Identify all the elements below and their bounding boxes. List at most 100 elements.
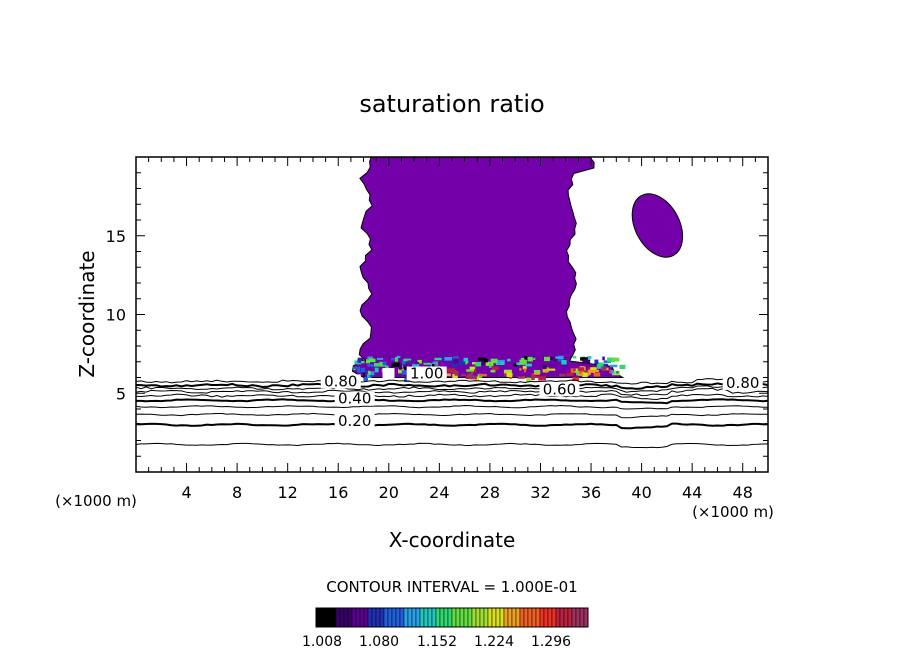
saturation-cell: [391, 365, 394, 369]
colorbar-swatch: [379, 607, 385, 628]
colorbar-swatch: [439, 607, 445, 628]
saturation-cell: [367, 364, 375, 367]
x-tick-label: 20: [379, 483, 399, 502]
colorbar-swatch: [523, 607, 529, 628]
saturation-cell: [474, 369, 477, 373]
contour-line: [135, 381, 769, 390]
y-tick-label: 10: [106, 306, 126, 325]
saturation-cell: [582, 359, 591, 365]
saturation-cell: [517, 376, 524, 379]
saturation-cell: [538, 376, 546, 381]
saturation-cell: [474, 376, 480, 381]
saturation-cell: [612, 370, 620, 376]
saturation-cell: [523, 376, 526, 379]
saturation-cell: [455, 358, 458, 364]
colorbar-swatch: [347, 607, 353, 628]
contour-line: [135, 387, 769, 397]
colorbar-tick-label: 1.296: [531, 634, 571, 650]
saturation-cell: [504, 373, 508, 376]
saturation-cell: [363, 377, 368, 381]
saturation-cell: [594, 359, 599, 365]
saturation-cell: [452, 373, 458, 379]
x-tick-label: 12: [278, 483, 298, 502]
colorbar-swatch: [431, 607, 437, 628]
saturation-cell: [452, 364, 457, 368]
x-tick-label: 24: [429, 483, 449, 502]
colorbar-swatch: [499, 607, 505, 628]
saturation-cell: [363, 370, 368, 373]
saturation-cell: [572, 377, 579, 381]
saturation-cell: [590, 367, 597, 371]
saturation-cell: [507, 358, 511, 362]
saturation-cell: [611, 357, 620, 362]
colorbar-tick-labels: 1.008 1.080 1.152 1.224 1.296: [302, 634, 571, 650]
colorbar-swatch: [419, 607, 425, 628]
saturation-cell: [398, 368, 404, 374]
colorbar-swatch: [455, 607, 461, 628]
colorbar-swatch: [383, 607, 389, 628]
colorbar-swatch: [327, 607, 333, 628]
saturation-cell: [367, 356, 373, 359]
colorbar-swatch: [503, 607, 509, 628]
saturation-cell: [393, 362, 401, 367]
x-axis-ticks: 4 8 12 16 20 24 28 32 36 40 44 48: [148, 157, 756, 502]
x-unit-left: (×1000 m): [55, 492, 137, 510]
saturation-cell: [543, 356, 550, 362]
saturation-cell: [588, 370, 591, 375]
contour-label-bg: [539, 382, 580, 397]
saturation-cell: [524, 356, 529, 360]
saturation-cell: [619, 364, 626, 369]
colorbar-swatch: [471, 607, 477, 628]
saturation-cell: [367, 370, 371, 375]
saturation-cell: [534, 372, 540, 375]
saturation-cell: [444, 357, 453, 361]
saturation-cell: [593, 372, 601, 377]
x-tick-label: 48: [733, 483, 753, 502]
colorbar-swatch: [359, 607, 365, 628]
colorbar-swatch: [491, 607, 497, 628]
colorbar-swatch: [407, 607, 413, 628]
saturation-cell: [469, 375, 477, 380]
saturation-cell: [559, 373, 566, 377]
saturation-cell: [576, 370, 580, 376]
colorbar-swatch: [531, 607, 537, 628]
saturation-cell: [434, 357, 442, 361]
colorbar-swatch: [551, 607, 557, 628]
colorbar-swatch: [575, 607, 581, 628]
contour-interval-text: CONTOUR INTERVAL = 1.000E-01: [326, 578, 577, 596]
colorbar-swatch: [459, 607, 465, 628]
saturation-cell: [524, 368, 527, 373]
saturation-cell: [401, 370, 408, 375]
contour-label-bg: [320, 374, 361, 389]
saturation-cell: [549, 362, 555, 367]
colorbar-tick-label: 1.008: [302, 634, 342, 650]
chart-title: saturation ratio: [359, 90, 544, 118]
saturation-cell: [404, 366, 407, 370]
saturation-cell: [506, 372, 513, 378]
saturation-cell: [391, 358, 396, 361]
saturation-cell: [578, 369, 586, 372]
saturation-cell: [573, 368, 576, 371]
colorbar-swatch: [527, 607, 533, 628]
saturation-cell: [361, 367, 366, 373]
colorbar-swatch: [539, 607, 545, 628]
saturation-cell: [374, 363, 381, 367]
saturation-cell: [532, 375, 539, 378]
saturation-cell: [542, 364, 547, 369]
contour-label: 0.80: [324, 372, 357, 390]
contour-line: [136, 398, 769, 405]
colorbar-swatch: [447, 607, 453, 628]
colorbar-swatch: [435, 607, 441, 628]
saturation-cell: [509, 376, 513, 379]
colorbar-swatch: [371, 607, 377, 628]
saturation-cell: [600, 363, 608, 367]
contour-label-bg: [334, 413, 375, 428]
colorbar-swatch: [335, 607, 341, 628]
colorbar-swatch: [363, 607, 369, 628]
colorbar-swatch: [399, 607, 405, 628]
colorbar-swatch: [511, 607, 517, 628]
saturation-cell: [491, 366, 499, 370]
saturation-cell: [522, 365, 527, 370]
colorbar-swatch: [403, 607, 409, 628]
colorbar-swatch: [415, 607, 421, 628]
